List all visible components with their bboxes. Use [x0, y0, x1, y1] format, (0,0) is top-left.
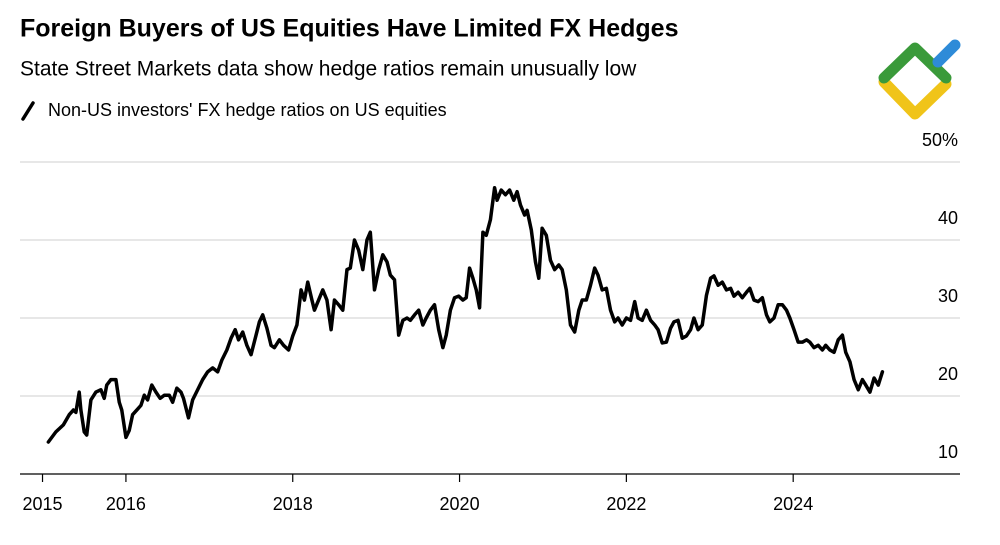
y-tick-label: 30 — [938, 286, 958, 306]
y-tick-label: 50% — [922, 130, 958, 150]
data-line — [46, 185, 885, 444]
chart-title: Foreign Buyers of US Equities Have Limit… — [20, 15, 678, 43]
x-tick-label: 2024 — [773, 494, 813, 514]
x-tick-label: 2016 — [106, 494, 146, 514]
x-tick-label: 2022 — [606, 494, 646, 514]
y-tick-label: 20 — [938, 364, 958, 384]
x-tick-label: 2020 — [440, 494, 480, 514]
y-tick-label: 10 — [938, 442, 958, 462]
chart-subtitle: State Street Markets data show hedge rat… — [20, 58, 637, 81]
legend-label: Non-US investors' FX hedge ratios on US … — [48, 100, 447, 120]
x-tick-label: 2018 — [273, 494, 313, 514]
logo — [878, 39, 961, 120]
y-tick-label: 40 — [938, 208, 958, 228]
legend-swatch — [21, 101, 35, 121]
x-tick-label: 2015 — [22, 494, 62, 514]
